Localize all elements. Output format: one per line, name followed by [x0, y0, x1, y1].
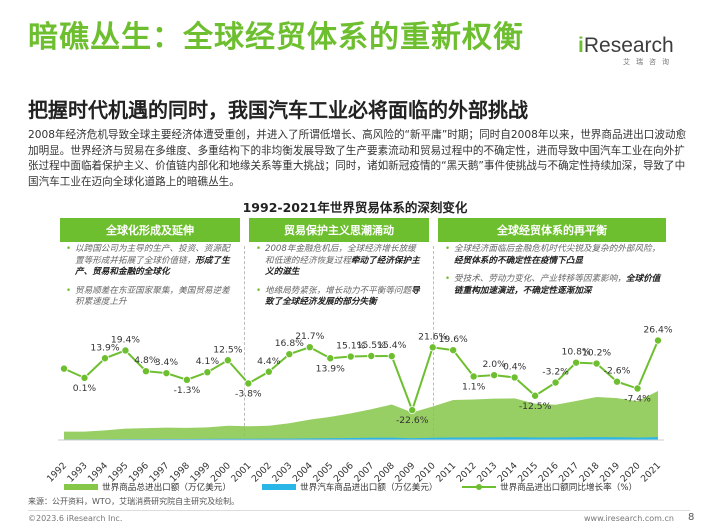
growth-label: 15.1% — [336, 341, 365, 352]
growth-point — [264, 367, 273, 376]
legend-growth: 世界商品进出口额同比增长率（%） — [462, 481, 637, 493]
growth-label: 19.6% — [439, 334, 468, 345]
phase1-bullet-2: 贸易顺差在东亚国家聚集，美国贸易逆差积累速度上升 — [66, 286, 234, 309]
year-tick-label: 2001 — [229, 460, 253, 484]
phase1-bullet-1: 以跨国公司为主导的生产、投资、资源配置等形成并拓展了全球价值链，形成了生产、贸易… — [66, 244, 234, 279]
chart-title: 1992-2021年世界贸易体系的深刻变化 — [242, 200, 468, 215]
page-title: 暗礁丛生：全球经贸体系的重新权衡 — [28, 20, 524, 55]
legend-swatch-area — [64, 484, 98, 490]
growth-label: 2.0% — [482, 359, 506, 370]
growth-point — [141, 367, 150, 376]
growth-point — [346, 352, 355, 361]
growth-point — [367, 351, 376, 360]
growth-label: 10.8% — [561, 347, 590, 358]
growth-label: -22.6% — [396, 415, 429, 426]
growth-label: -3.8% — [235, 388, 262, 399]
phase3-bullet-2: 受技术、劳动力变化、产业转移等因素影响，全球价值链重构加速演进，不确定性逐渐加深 — [445, 274, 663, 297]
page-subtitle: 把握时代机遇的同时，我国汽车工业必将面临的外部挑战 — [28, 98, 528, 122]
growth-point — [531, 391, 540, 400]
growth-label: 4.1% — [196, 356, 220, 367]
growth-label: 15.5% — [357, 340, 386, 351]
growth-point — [613, 377, 622, 386]
growth-point — [551, 378, 560, 387]
auto-trade-area — [64, 437, 658, 440]
growth-label: 0.4% — [503, 361, 527, 372]
world-total-area — [64, 390, 658, 440]
growth-point — [654, 336, 663, 345]
growth-point — [428, 343, 437, 352]
growth-point — [203, 368, 212, 377]
phase-panel-1: 以跨国公司为主导的生产、投资、资源配置等形成并拓展了全球价值链，形成了生产、贸易… — [66, 244, 234, 344]
footer-divider — [28, 510, 690, 511]
phase2-bullet-2: 地缘局势紧张，增长动力不平衡等问题导致了全球经济发展的部分失衡 — [256, 286, 424, 309]
growth-point — [572, 358, 581, 367]
growth-point — [510, 373, 519, 382]
legend-swatch-blue — [262, 484, 296, 490]
growth-label: 21.7% — [295, 331, 324, 342]
logo-i: i — [578, 34, 584, 57]
year-tick-label: 2011 — [434, 460, 458, 484]
phase-banner-3: 全球经贸体系的再平衡 — [438, 218, 666, 242]
growth-point — [244, 379, 253, 388]
phase-banner-2: 贸易保护主义思潮涌动 — [249, 218, 429, 242]
growth-point — [80, 373, 89, 382]
growth-label: 13.9% — [316, 363, 345, 374]
growth-point — [592, 359, 601, 368]
growth-label: 4.4% — [257, 356, 281, 367]
phase-banner-1: 全球化形成及延伸 — [60, 218, 240, 242]
phase-divider-2 — [433, 246, 434, 436]
growth-label: -7.4% — [624, 394, 651, 405]
growth-label: 19.4% — [111, 334, 140, 345]
growth-point — [285, 350, 294, 359]
growth-label: 10.2% — [582, 348, 611, 359]
logo-research: Research — [583, 34, 674, 57]
footer-copyright: ©2023.6 iResearch Inc. — [28, 514, 123, 523]
iresearch-logo: iResearch 艾瑞咨询 — [578, 34, 688, 67]
intro-paragraph: 2008年经济危机导致全球主要经济体遭受重创，并进入了所谓低增长、高风险的“新平… — [28, 129, 687, 188]
growth-point — [162, 369, 171, 378]
growth-point — [449, 346, 458, 355]
growth-point — [305, 343, 314, 352]
growth-label: 16.8% — [275, 338, 304, 349]
growth-point — [182, 375, 191, 384]
growth-point — [223, 356, 232, 365]
page-number: 8 — [688, 512, 695, 523]
growth-label: -12.5% — [519, 401, 552, 412]
growth-label: 15.4% — [377, 340, 406, 351]
footer-website: www.iresearch.com.cn — [584, 514, 674, 523]
growth-label: -2.6% — [604, 366, 631, 377]
growth-point — [121, 346, 130, 355]
growth-point — [387, 352, 396, 361]
logo-tagline: 艾瑞咨询 — [623, 58, 675, 66]
phase2-bullet-1: 2008年金融危机后，全球经济增长放缓和低速的经济恢复过程牵动了经济保护主义的滋… — [256, 244, 424, 279]
growth-label: 3.4% — [155, 357, 179, 368]
growth-label: -1.3% — [174, 385, 201, 396]
growth-point — [100, 354, 109, 363]
growth-label: 0.1% — [73, 383, 97, 394]
growth-point — [326, 354, 335, 363]
growth-label: 12.5% — [213, 344, 242, 355]
year-tick-label: 2021 — [639, 460, 663, 484]
growth-label: 21.6% — [418, 331, 447, 342]
growth-label: 1.1% — [462, 381, 486, 392]
legend-swatch-line — [462, 484, 496, 490]
growth-label: 13.9% — [90, 342, 119, 353]
growth-point — [633, 384, 642, 393]
growth-point — [490, 371, 499, 380]
legend-world-total: 世界商品总进出口额（万亿美元） — [64, 481, 231, 493]
source-note: 来源：公开资料，WTO，艾瑞消费研究院自主研究及绘制。 — [28, 497, 240, 506]
growth-label: 26.4% — [643, 325, 672, 336]
growth-point — [469, 372, 478, 381]
growth-label: 4.8% — [134, 355, 158, 366]
growth-point — [60, 364, 69, 373]
phase-panel-2: 2008年金融危机后，全球经济增长放缓和低速的经济恢复过程牵动了经济保护主义的滋… — [256, 244, 424, 344]
phase3-bullet-1: 全球经济面临后金融危机时代尖锐及复杂的外部风险，经贸体系的不确定性在疫情下凸显 — [445, 244, 663, 267]
growth-label: -3.2% — [542, 367, 569, 378]
phase-panel-3: 全球经济面临后金融危机时代尖锐及复杂的外部风险，经贸体系的不确定性在疫情下凸显 … — [445, 244, 663, 344]
phase-divider-1 — [244, 246, 245, 436]
growth-point — [408, 406, 417, 415]
legend-auto: 世界汽车商品进出口额（万亿美元） — [262, 481, 438, 493]
